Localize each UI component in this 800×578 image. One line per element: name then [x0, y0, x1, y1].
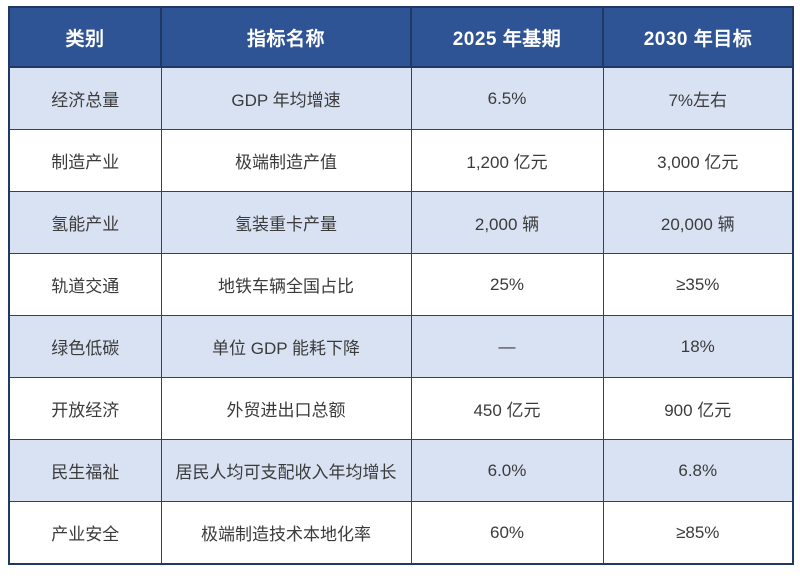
cell-category: 民生福祉: [8, 439, 162, 502]
cell-indicator: 氢装重卡产量: [160, 191, 412, 254]
table-row: 氢能产业 氢装重卡产量 2,000 辆 20,000 辆: [8, 191, 794, 254]
table-row: 轨道交通 地铁车辆全国占比 25% ≥35%: [8, 253, 794, 316]
column-header-target-2030: 2030 年目标: [602, 6, 794, 68]
table-row: 制造产业 极端制造产值 1,200 亿元 3,000 亿元: [8, 129, 794, 192]
table-row: 经济总量 GDP 年均增速 6.5% 7%左右: [8, 66, 794, 130]
table-header-row: 类别 指标名称 2025 年基期 2030 年目标: [8, 6, 794, 68]
cell-category: 经济总量: [8, 66, 162, 130]
cell-category: 开放经济: [8, 377, 162, 440]
cell-category: 绿色低碳: [8, 315, 162, 378]
cell-indicator: GDP 年均增速: [160, 66, 412, 130]
table-row: 民生福祉 居民人均可支配收入年均增长 6.0% 6.8%: [8, 439, 794, 502]
cell-indicator: 极端制造技术本地化率: [160, 501, 412, 565]
cell-target: 7%左右: [602, 66, 794, 130]
cell-baseline: 60%: [410, 501, 604, 565]
table-row: 绿色低碳 单位 GDP 能耗下降 — 18%: [8, 315, 794, 378]
column-header-indicator: 指标名称: [160, 6, 412, 68]
cell-baseline: 25%: [410, 253, 604, 316]
cell-target: 900 亿元: [602, 377, 794, 440]
column-header-category: 类别: [8, 6, 162, 68]
table-row: 开放经济 外贸进出口总额 450 亿元 900 亿元: [8, 377, 794, 440]
cell-indicator: 极端制造产值: [160, 129, 412, 192]
indicator-table: 类别 指标名称 2025 年基期 2030 年目标 经济总量 GDP 年均增速 …: [8, 6, 794, 565]
cell-target: 3,000 亿元: [602, 129, 794, 192]
cell-category: 轨道交通: [8, 253, 162, 316]
cell-baseline: 6.0%: [410, 439, 604, 502]
cell-indicator: 外贸进出口总额: [160, 377, 412, 440]
cell-indicator: 地铁车辆全国占比: [160, 253, 412, 316]
cell-category: 产业安全: [8, 501, 162, 565]
column-header-baseline-2025: 2025 年基期: [410, 6, 604, 68]
cell-indicator: 居民人均可支配收入年均增长: [160, 439, 412, 502]
table-body: 经济总量 GDP 年均增速 6.5% 7%左右 制造产业 极端制造产值 1,20…: [8, 66, 794, 565]
cell-target: 20,000 辆: [602, 191, 794, 254]
cell-baseline: 450 亿元: [410, 377, 604, 440]
cell-baseline: 6.5%: [410, 66, 604, 130]
cell-baseline: 2,000 辆: [410, 191, 604, 254]
cell-target: 6.8%: [602, 439, 794, 502]
table-row: 产业安全 极端制造技术本地化率 60% ≥85%: [8, 501, 794, 565]
cell-target: ≥35%: [602, 253, 794, 316]
cell-target: ≥85%: [602, 501, 794, 565]
cell-category: 制造产业: [8, 129, 162, 192]
cell-category: 氢能产业: [8, 191, 162, 254]
cell-baseline: —: [410, 315, 604, 378]
cell-indicator: 单位 GDP 能耗下降: [160, 315, 412, 378]
cell-target: 18%: [602, 315, 794, 378]
cell-baseline: 1,200 亿元: [410, 129, 604, 192]
